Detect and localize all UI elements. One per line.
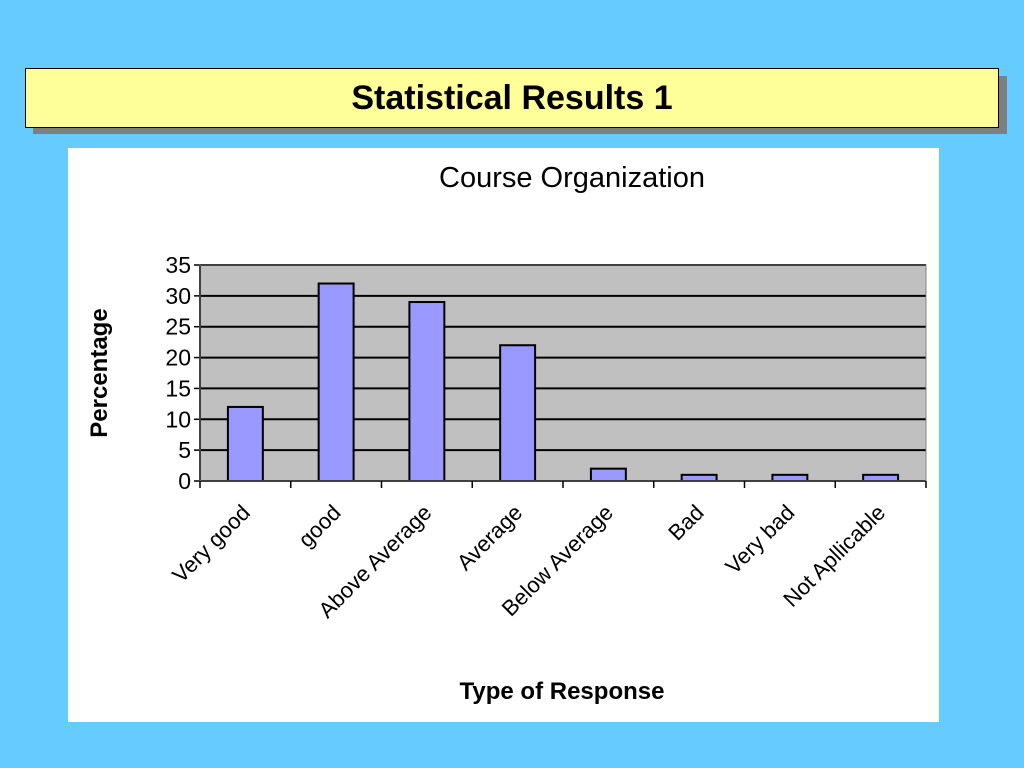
plot-area xyxy=(200,265,926,481)
y-tick-label: 35 xyxy=(165,252,191,278)
x-category-label: Average xyxy=(452,500,527,575)
chart-area: Course Organization 0 5 10 15 20 25 30 35 Very … xyxy=(68,148,939,722)
bar xyxy=(226,405,264,483)
y-tick-label: 0 xyxy=(178,468,191,494)
x-axis-title: Type of Response xyxy=(460,678,665,705)
axes xyxy=(194,264,927,488)
y-tick-label: 15 xyxy=(165,375,191,401)
slide-title: Statistical Results 1 xyxy=(351,78,673,117)
bar xyxy=(317,282,355,482)
x-category-label: good xyxy=(293,500,345,552)
x-category-label: Bad xyxy=(663,500,708,545)
y-tick-label: 30 xyxy=(165,283,191,309)
y-tick-label: 5 xyxy=(178,437,191,463)
bar xyxy=(589,467,627,482)
y-tick-labels: 0 5 10 15 20 25 30 35 xyxy=(165,252,191,494)
y-tick-label: 10 xyxy=(165,406,191,432)
slide-title-box: Statistical Results 1 xyxy=(25,68,999,128)
y-axis-title: Percentage xyxy=(86,308,113,437)
y-tick-label: 20 xyxy=(165,345,191,371)
y-tick-label: 25 xyxy=(165,314,191,340)
bar xyxy=(499,344,537,482)
chart-title: Course Organization xyxy=(439,162,705,194)
x-category-label: Very bad xyxy=(720,500,799,579)
bar xyxy=(408,301,446,482)
bar-chart: Course Organization 0 5 10 15 20 25 30 35 Very … xyxy=(86,162,927,705)
x-category-label: Very good xyxy=(167,500,255,588)
